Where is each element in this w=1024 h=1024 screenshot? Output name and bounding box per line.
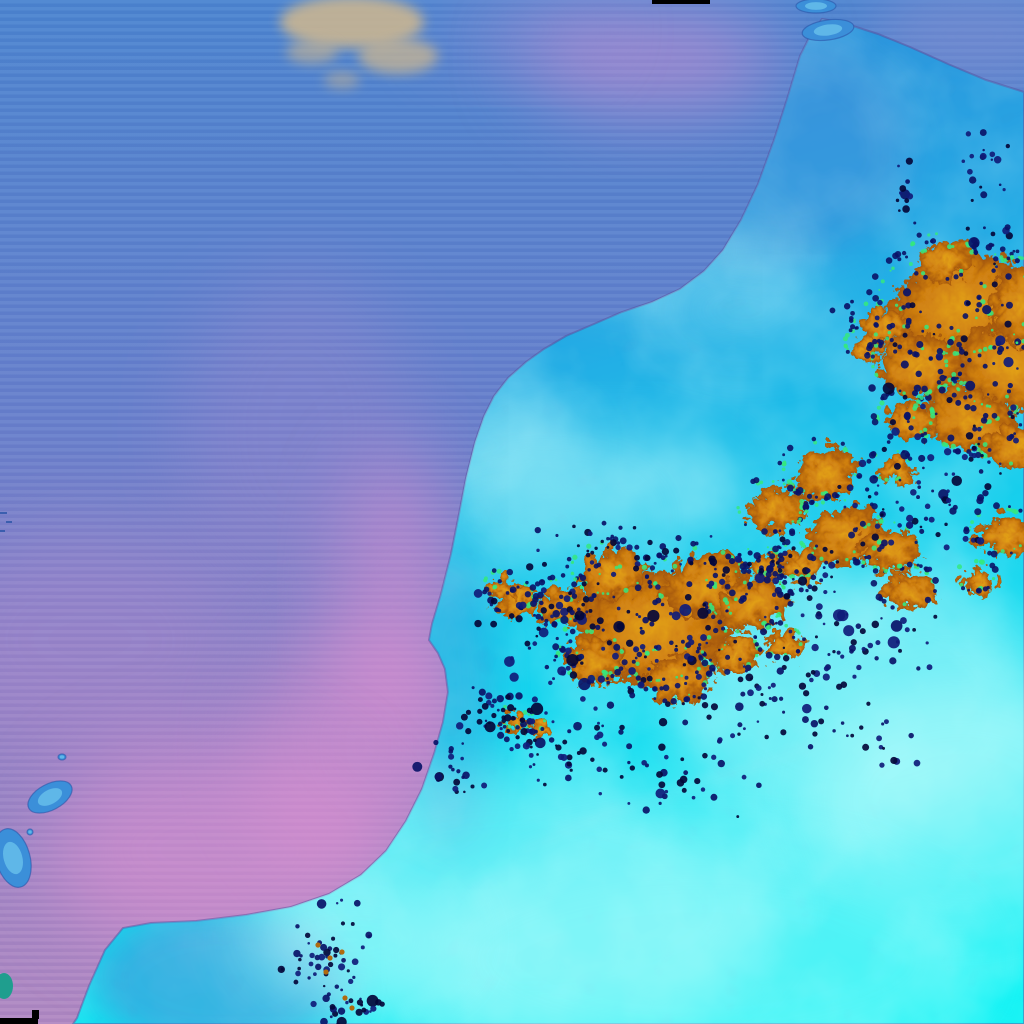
orange-cored-speckle	[323, 969, 329, 975]
cloud-layer	[280, 0, 438, 89]
dune-field-layer	[483, 232, 1024, 735]
pink-haze-layer	[0, 0, 785, 960]
edge-dash-layer	[0, 512, 12, 532]
dune-blobs	[486, 234, 1024, 730]
orange-cored-speckle	[349, 1005, 355, 1011]
cloud-wisp	[286, 40, 338, 64]
cloud-wisp	[324, 71, 360, 89]
cloud-wisp	[280, 0, 424, 48]
desert-track-line	[519, 740, 823, 855]
orange-cored-speckle	[339, 949, 345, 955]
artifact-marks	[0, 0, 710, 1024]
teal-islet	[0, 973, 13, 999]
orange-cored-speckle	[315, 942, 321, 948]
speckle-layer	[277, 129, 1020, 1024]
cloud-wisp	[358, 38, 438, 74]
black-artifact-mark	[652, 0, 710, 4]
black-artifact-mark	[0, 1018, 38, 1024]
island-layer	[0, 0, 855, 999]
orange-cored-speckle	[327, 955, 333, 961]
orange-cored-speckle	[342, 995, 348, 1001]
black-artifact-mark	[32, 1010, 39, 1019]
